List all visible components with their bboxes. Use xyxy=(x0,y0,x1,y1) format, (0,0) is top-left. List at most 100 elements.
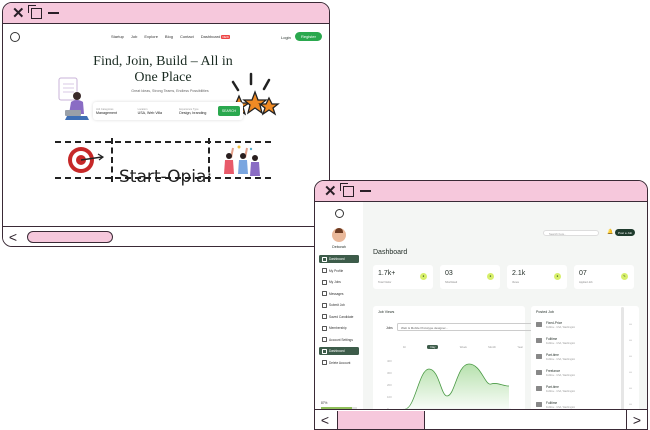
page-title: Dashboard xyxy=(373,249,408,256)
nav-link-job[interactable]: Job xyxy=(130,34,138,39)
experience-value: Design, branding xyxy=(179,110,207,115)
register-button[interactable]: Register xyxy=(295,32,322,41)
window-titlebar: ✕ xyxy=(3,3,329,24)
close-icon[interactable]: ✕ xyxy=(12,4,25,22)
sidebar-item-dashboard-2[interactable]: Dashboard xyxy=(319,347,359,355)
list-item[interactable]: Fulltime Fulltime . USA, Washington ••• xyxy=(536,337,636,350)
trash-icon xyxy=(322,360,327,365)
dashed-divider-right xyxy=(208,138,210,182)
job-title: Freelance xyxy=(546,369,561,373)
time-range-tabs: 1h Day Week Month Year xyxy=(403,345,523,349)
stat-card-applied: 07 Applied Job ✎ xyxy=(574,265,634,289)
stat-card-visitors: 1.7k+ Total Visitor ● xyxy=(373,265,433,289)
y-tick-label: 200 xyxy=(387,383,392,387)
more-icon[interactable]: ••• xyxy=(628,402,632,406)
sidebar-item-label: My Profile xyxy=(329,268,344,273)
sidebar-item-my-jobs[interactable]: My Jobs xyxy=(319,278,359,286)
tab-month[interactable]: Month xyxy=(488,345,496,349)
bookmark-icon xyxy=(322,314,327,319)
membership-icon xyxy=(322,325,327,331)
sidebar-item-label: Dashboard xyxy=(329,257,345,261)
search-button[interactable]: SEARCH xyxy=(217,106,241,116)
job-subtitle: Fulltime . USA, Washington xyxy=(546,406,576,409)
close-icon[interactable]: ✕ xyxy=(324,182,337,200)
sidebar-item-delete-account[interactable]: Delete Account xyxy=(319,359,359,367)
avatar[interactable] xyxy=(332,228,346,242)
nav-link-startup[interactable]: Startup xyxy=(111,34,124,39)
more-icon[interactable]: ••• xyxy=(628,338,632,342)
nav-link-contact[interactable]: Contact xyxy=(179,34,194,39)
experience-field[interactable]: Experience Type Design, branding xyxy=(176,108,218,115)
sidebar-item-messages[interactable]: Messages xyxy=(319,290,359,298)
job-thumbnail xyxy=(536,370,542,375)
restore-icon[interactable] xyxy=(27,4,42,19)
job-views-panel: Job Views Jobs Web & Mobile Prototype de… xyxy=(373,306,533,421)
more-icon[interactable]: ••• xyxy=(628,354,632,358)
sidebar-item-label: Membership xyxy=(329,326,347,330)
scroll-thumb[interactable] xyxy=(337,410,425,429)
list-item[interactable]: Fulltime Fulltime . USA, Washington ••• xyxy=(536,401,636,414)
scrollbar[interactable] xyxy=(621,307,624,412)
sidebar-item-dashboard[interactable]: Dashboard xyxy=(319,255,359,263)
sidebar-item-saved-candidate[interactable]: Saved Candidate xyxy=(319,313,359,321)
restore-icon[interactable] xyxy=(339,182,354,197)
scroll-thumb[interactable] xyxy=(27,230,113,243)
new-badge: NEW xyxy=(221,35,230,39)
bell-icon[interactable]: 🔔 xyxy=(607,229,614,235)
sidebar-item-submit-job[interactable]: Submit Job xyxy=(319,301,359,309)
eye-icon: ● xyxy=(554,273,561,280)
list-item[interactable]: Fixed-Price Fulltime . USA, Washington ••• xyxy=(536,321,636,334)
sidebar-menu: Dashboard My Profile My Jobs Messages Su… xyxy=(319,255,359,370)
user-name[interactable]: Deborah xyxy=(332,245,346,249)
more-icon[interactable]: ••• xyxy=(628,386,632,390)
nav-links: Startup Job Explore Blog Contact Dashboa… xyxy=(111,34,230,39)
list-item[interactable]: Part-time Fulltime . USA, Washington ••• xyxy=(536,353,636,366)
profile-progress-bar xyxy=(321,407,357,409)
forward-arrow-icon[interactable]: > xyxy=(626,410,647,429)
sidebar-item-label: Messages xyxy=(329,291,344,296)
nav-link-dashboard[interactable]: Dashboard NEW xyxy=(201,34,230,39)
sidebar-item-my-profile[interactable]: My Profile xyxy=(319,267,359,275)
profile-complete-percent: 87% xyxy=(321,401,328,405)
list-item[interactable]: Part-time Fulltime . USA, Washington ••• xyxy=(536,385,636,398)
dashed-divider-left xyxy=(111,138,113,182)
stat-value: 07 xyxy=(579,270,587,277)
more-icon[interactable]: ••• xyxy=(628,370,632,374)
sidebar-logo[interactable] xyxy=(335,209,344,218)
back-arrow-icon[interactable]: < xyxy=(320,411,330,428)
tab-1h[interactable]: 1h xyxy=(403,345,407,349)
stat-value: 1.7k+ xyxy=(378,270,396,277)
job-select-dropdown[interactable]: Web & Mobile Prototype designer... xyxy=(397,323,533,331)
tab-year[interactable]: Year xyxy=(517,345,523,349)
stat-label: Total Visitor xyxy=(378,281,392,284)
login-link[interactable]: Login xyxy=(281,35,291,40)
nav-link-blog[interactable]: Blog xyxy=(164,34,173,39)
location-field[interactable]: Location USA, Web Villa xyxy=(135,108,177,115)
category-field[interactable]: Job Categories Management xyxy=(93,108,135,115)
nav-link-explore[interactable]: Explore xyxy=(144,34,158,39)
sidebar-item-account-settings[interactable]: Account Settings xyxy=(319,336,359,344)
post-job-button[interactable]: Post a Job xyxy=(615,229,636,236)
brand-name: Start-Opia: xyxy=(119,167,213,187)
more-icon[interactable]: ••• xyxy=(628,322,632,326)
job-title: Part-time xyxy=(546,353,559,357)
chart-line xyxy=(404,363,510,410)
stat-card-shortlisted: 03 Shortlisted ● xyxy=(440,265,500,289)
list-item[interactable]: Freelance Fulltime . USA, Washington ••• xyxy=(536,369,636,382)
dashboard-icon xyxy=(322,256,327,262)
stat-value: 03 xyxy=(445,270,453,277)
dashed-line-top xyxy=(55,141,271,143)
sidebar-item-membership[interactable]: Membership xyxy=(319,324,359,332)
chart-area xyxy=(405,364,509,409)
sidebar-item-label: Account Settings xyxy=(329,337,353,342)
search-input[interactable]: Search here.. xyxy=(543,230,599,236)
tab-day[interactable]: Day xyxy=(427,345,439,349)
submit-icon xyxy=(322,302,327,308)
gear-icon xyxy=(322,337,327,342)
minimize-icon[interactable] xyxy=(359,190,371,192)
site-logo[interactable] xyxy=(10,32,20,42)
stat-value: 2.1k xyxy=(512,270,526,277)
tab-week[interactable]: Week xyxy=(459,345,467,349)
back-arrow-icon[interactable]: < xyxy=(8,228,18,245)
minimize-icon[interactable] xyxy=(47,12,59,14)
